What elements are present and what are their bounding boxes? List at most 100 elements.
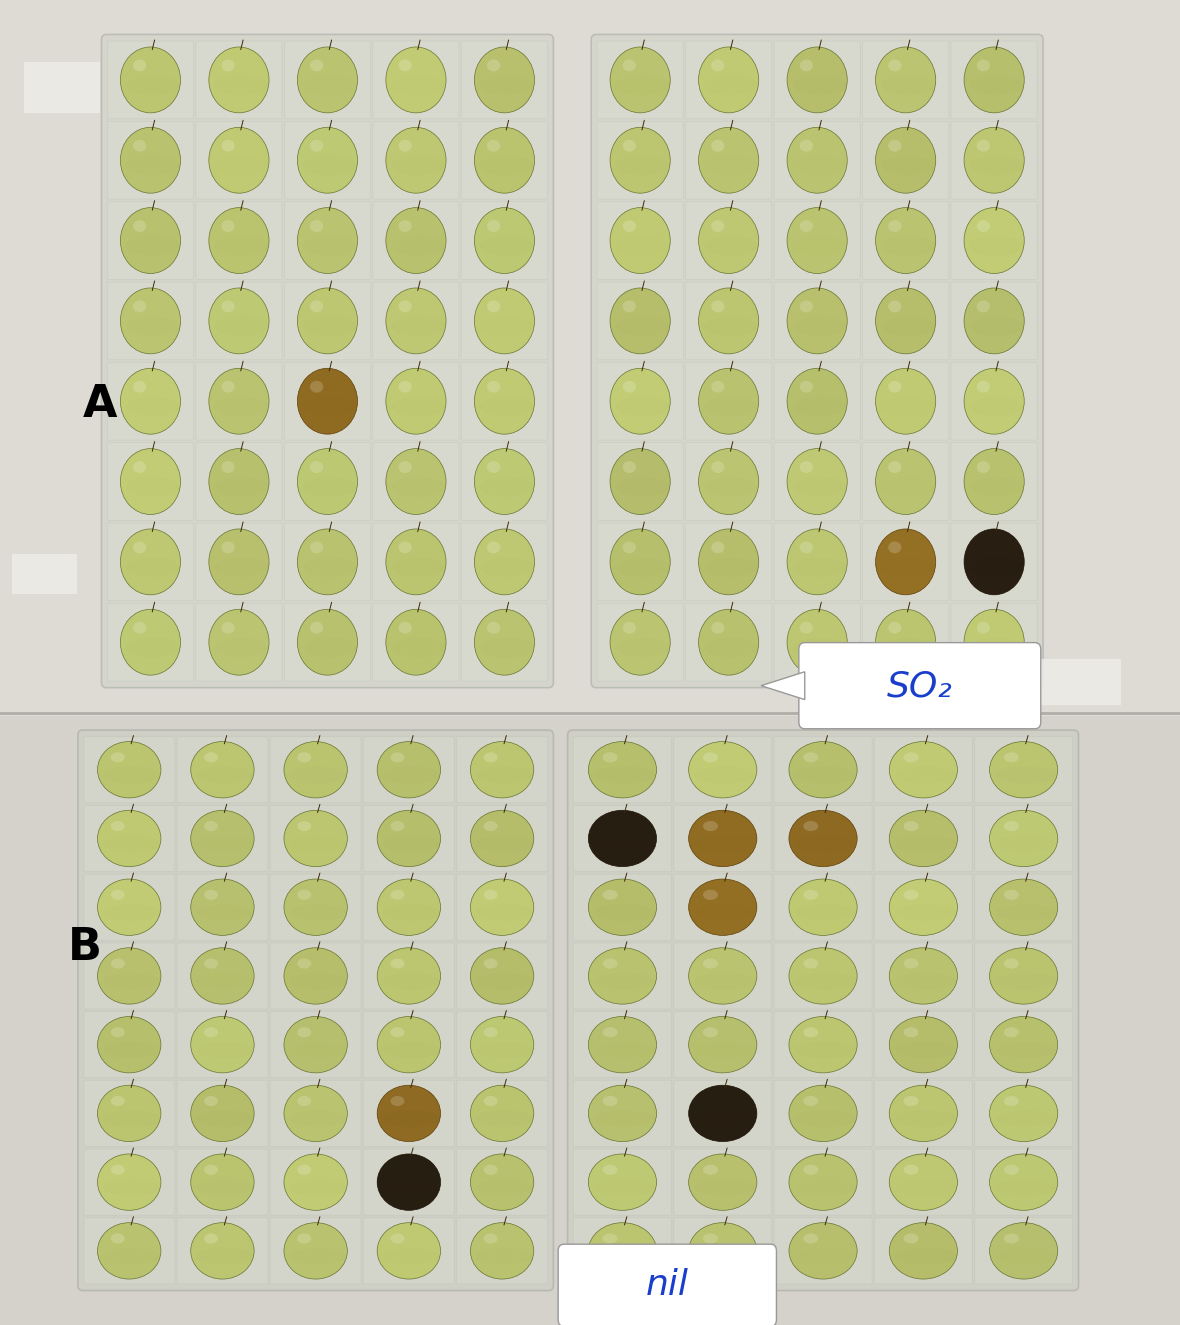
Ellipse shape — [794, 767, 857, 783]
Ellipse shape — [603, 958, 617, 969]
Ellipse shape — [474, 610, 535, 676]
Ellipse shape — [970, 477, 1023, 497]
Ellipse shape — [694, 1110, 756, 1128]
Ellipse shape — [476, 973, 533, 990]
Ellipse shape — [793, 76, 846, 95]
Ellipse shape — [699, 127, 759, 193]
Ellipse shape — [487, 60, 500, 72]
FancyBboxPatch shape — [774, 737, 872, 803]
FancyBboxPatch shape — [196, 122, 282, 199]
FancyBboxPatch shape — [107, 122, 194, 199]
Ellipse shape — [297, 1165, 312, 1175]
Ellipse shape — [284, 742, 347, 798]
FancyBboxPatch shape — [774, 943, 872, 1010]
Ellipse shape — [480, 637, 533, 657]
Ellipse shape — [399, 301, 412, 313]
Ellipse shape — [894, 1179, 957, 1196]
Ellipse shape — [191, 947, 254, 1004]
Ellipse shape — [804, 1234, 818, 1244]
Ellipse shape — [204, 753, 218, 762]
Ellipse shape — [284, 947, 347, 1004]
Ellipse shape — [126, 155, 179, 175]
Ellipse shape — [215, 558, 268, 578]
Ellipse shape — [111, 822, 125, 831]
FancyBboxPatch shape — [373, 523, 459, 600]
FancyBboxPatch shape — [101, 34, 553, 688]
Ellipse shape — [297, 368, 358, 435]
FancyBboxPatch shape — [461, 122, 548, 199]
Ellipse shape — [990, 947, 1057, 1004]
FancyBboxPatch shape — [874, 943, 972, 1010]
FancyBboxPatch shape — [457, 1012, 548, 1077]
Ellipse shape — [789, 1223, 857, 1279]
Ellipse shape — [964, 529, 1024, 595]
Ellipse shape — [111, 958, 125, 969]
Ellipse shape — [787, 529, 847, 595]
FancyBboxPatch shape — [951, 523, 1037, 600]
Ellipse shape — [904, 1096, 918, 1106]
FancyBboxPatch shape — [874, 1218, 972, 1284]
Ellipse shape — [703, 1234, 717, 1244]
Ellipse shape — [794, 835, 857, 852]
Ellipse shape — [1004, 753, 1018, 762]
Ellipse shape — [126, 76, 179, 95]
Ellipse shape — [480, 317, 533, 337]
FancyBboxPatch shape — [874, 1080, 972, 1146]
Ellipse shape — [391, 958, 405, 969]
Ellipse shape — [191, 878, 254, 935]
Ellipse shape — [126, 396, 179, 416]
Ellipse shape — [310, 461, 323, 473]
Text: A: A — [83, 383, 118, 425]
Ellipse shape — [209, 127, 269, 193]
Ellipse shape — [191, 742, 254, 798]
FancyBboxPatch shape — [573, 1012, 671, 1077]
FancyBboxPatch shape — [12, 554, 77, 594]
Ellipse shape — [484, 822, 498, 831]
Ellipse shape — [889, 140, 902, 151]
Ellipse shape — [111, 1165, 125, 1175]
FancyBboxPatch shape — [686, 201, 772, 280]
Ellipse shape — [310, 380, 323, 392]
Ellipse shape — [303, 477, 356, 497]
Ellipse shape — [392, 396, 445, 416]
FancyBboxPatch shape — [196, 201, 282, 280]
Ellipse shape — [297, 822, 312, 831]
Ellipse shape — [703, 822, 717, 831]
Ellipse shape — [133, 60, 146, 72]
Text: SO₂: SO₂ — [886, 669, 952, 704]
FancyBboxPatch shape — [874, 874, 972, 941]
Ellipse shape — [889, 380, 902, 392]
FancyBboxPatch shape — [107, 523, 194, 600]
Ellipse shape — [694, 1179, 756, 1196]
Ellipse shape — [297, 449, 358, 514]
Ellipse shape — [876, 127, 936, 193]
FancyBboxPatch shape — [196, 603, 282, 681]
Ellipse shape — [392, 76, 445, 95]
Ellipse shape — [603, 1234, 617, 1244]
FancyBboxPatch shape — [975, 737, 1073, 803]
Ellipse shape — [204, 822, 218, 831]
Ellipse shape — [794, 973, 857, 990]
Ellipse shape — [1004, 822, 1018, 831]
FancyBboxPatch shape — [270, 1080, 361, 1146]
FancyBboxPatch shape — [573, 874, 671, 941]
Ellipse shape — [610, 449, 670, 514]
Ellipse shape — [204, 1165, 218, 1175]
FancyBboxPatch shape — [951, 362, 1037, 440]
Ellipse shape — [471, 878, 533, 935]
Ellipse shape — [804, 890, 818, 900]
FancyBboxPatch shape — [863, 41, 949, 119]
Ellipse shape — [876, 449, 936, 514]
Ellipse shape — [794, 904, 857, 921]
Ellipse shape — [894, 1110, 957, 1128]
Ellipse shape — [204, 958, 218, 969]
Ellipse shape — [876, 368, 936, 435]
Ellipse shape — [310, 220, 323, 232]
Ellipse shape — [712, 301, 725, 313]
Ellipse shape — [890, 742, 957, 798]
Ellipse shape — [474, 368, 535, 435]
Ellipse shape — [712, 542, 725, 554]
Ellipse shape — [699, 449, 759, 514]
Ellipse shape — [977, 621, 990, 633]
FancyBboxPatch shape — [686, 603, 772, 681]
